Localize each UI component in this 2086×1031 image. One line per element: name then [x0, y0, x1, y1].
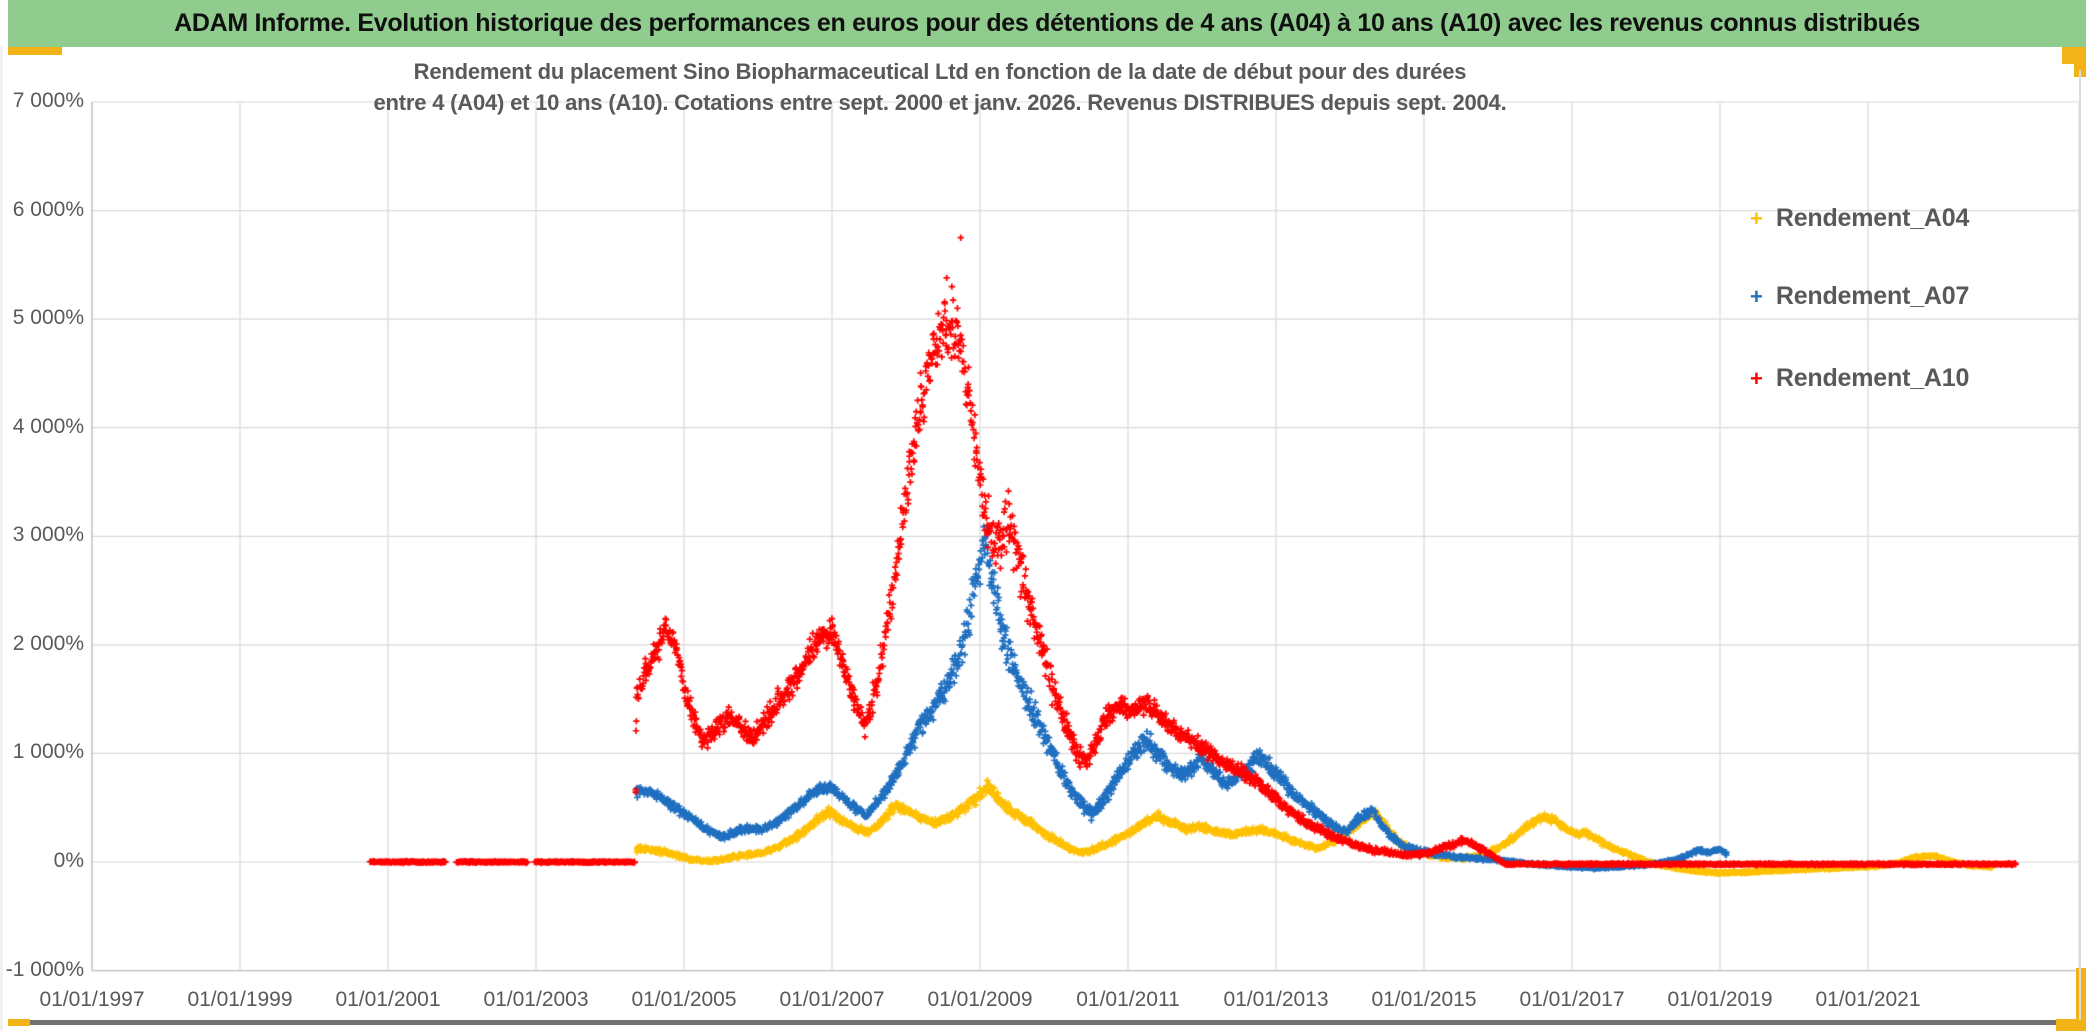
accent-bottom-right	[2056, 1019, 2086, 1031]
bottom-divider-bar	[30, 1020, 2056, 1025]
accent-top-left	[8, 47, 62, 55]
x-tick-label: 01/01/2015	[1371, 988, 1477, 1011]
x-tick-label: 01/01/2017	[1519, 988, 1625, 1011]
plus-marker-icon: +	[1750, 283, 1763, 309]
x-tick-label: 01/01/2011	[1076, 988, 1180, 1011]
chart-title-line1: Rendement du placement Sino Biopharmaceu…	[413, 59, 1467, 84]
accent-top-right-edge	[2074, 47, 2086, 77]
chart-title: Rendement du placement Sino Biopharmaceu…	[60, 56, 1820, 118]
x-tick-label: 01/01/2005	[631, 988, 737, 1011]
legend-item-rendement_a10: + Rendement_A10	[1750, 364, 1969, 393]
page-left-edge-line	[0, 47, 3, 1031]
legend-label: Rendement_A04	[1775, 204, 1970, 232]
banner-title: ADAM Informe. Evolution historique des p…	[174, 9, 1920, 37]
x-tick-label: 01/01/2007	[779, 988, 885, 1011]
x-tick-label: 01/01/1997	[39, 988, 145, 1011]
y-tick-label: 4 000%	[12, 414, 84, 438]
legend-label: Rendement_A10	[1775, 364, 1970, 392]
y-tick-label: 1 000%	[12, 740, 84, 764]
x-tick-label: 01/01/2021	[1815, 988, 1921, 1011]
chart-title-line2: entre 4 (A04) et 10 ans (A10). Cotations…	[373, 90, 1507, 115]
y-tick-label: -1 000%	[5, 957, 84, 981]
legend-item-rendement_a04: + Rendement_A04	[1750, 204, 1969, 233]
x-tick-label: 01/01/2009	[927, 988, 1033, 1011]
legend-item-rendement_a07: + Rendement_A07	[1750, 282, 1969, 311]
accent-bottom-left	[8, 1019, 30, 1026]
y-tick-label: 7 000%	[12, 89, 84, 112]
plot-right-border-line	[2079, 70, 2081, 1020]
x-tick-label: 01/01/2019	[1667, 988, 1773, 1011]
y-tick-label: 0%	[53, 849, 84, 872]
x-tick-label: 01/01/2013	[1223, 988, 1329, 1011]
y-tick-label: 6 000%	[12, 197, 84, 221]
y-tick-label: 5 000%	[12, 306, 84, 330]
x-tick-label: 01/01/2003	[483, 988, 589, 1011]
x-tick-label: 01/01/1999	[187, 988, 293, 1011]
plus-marker-icon: +	[1750, 365, 1763, 391]
x-tick-label: 01/01/2001	[335, 988, 441, 1011]
y-tick-label: 2 000%	[12, 631, 84, 655]
legend-label: Rendement_A07	[1775, 282, 1970, 310]
y-tick-label: 3 000%	[12, 523, 84, 547]
accent-bottom-right-edge	[2076, 968, 2086, 1031]
plus-marker-icon: +	[1750, 205, 1763, 231]
banner: ADAM Informe. Evolution historique des p…	[8, 0, 2086, 47]
